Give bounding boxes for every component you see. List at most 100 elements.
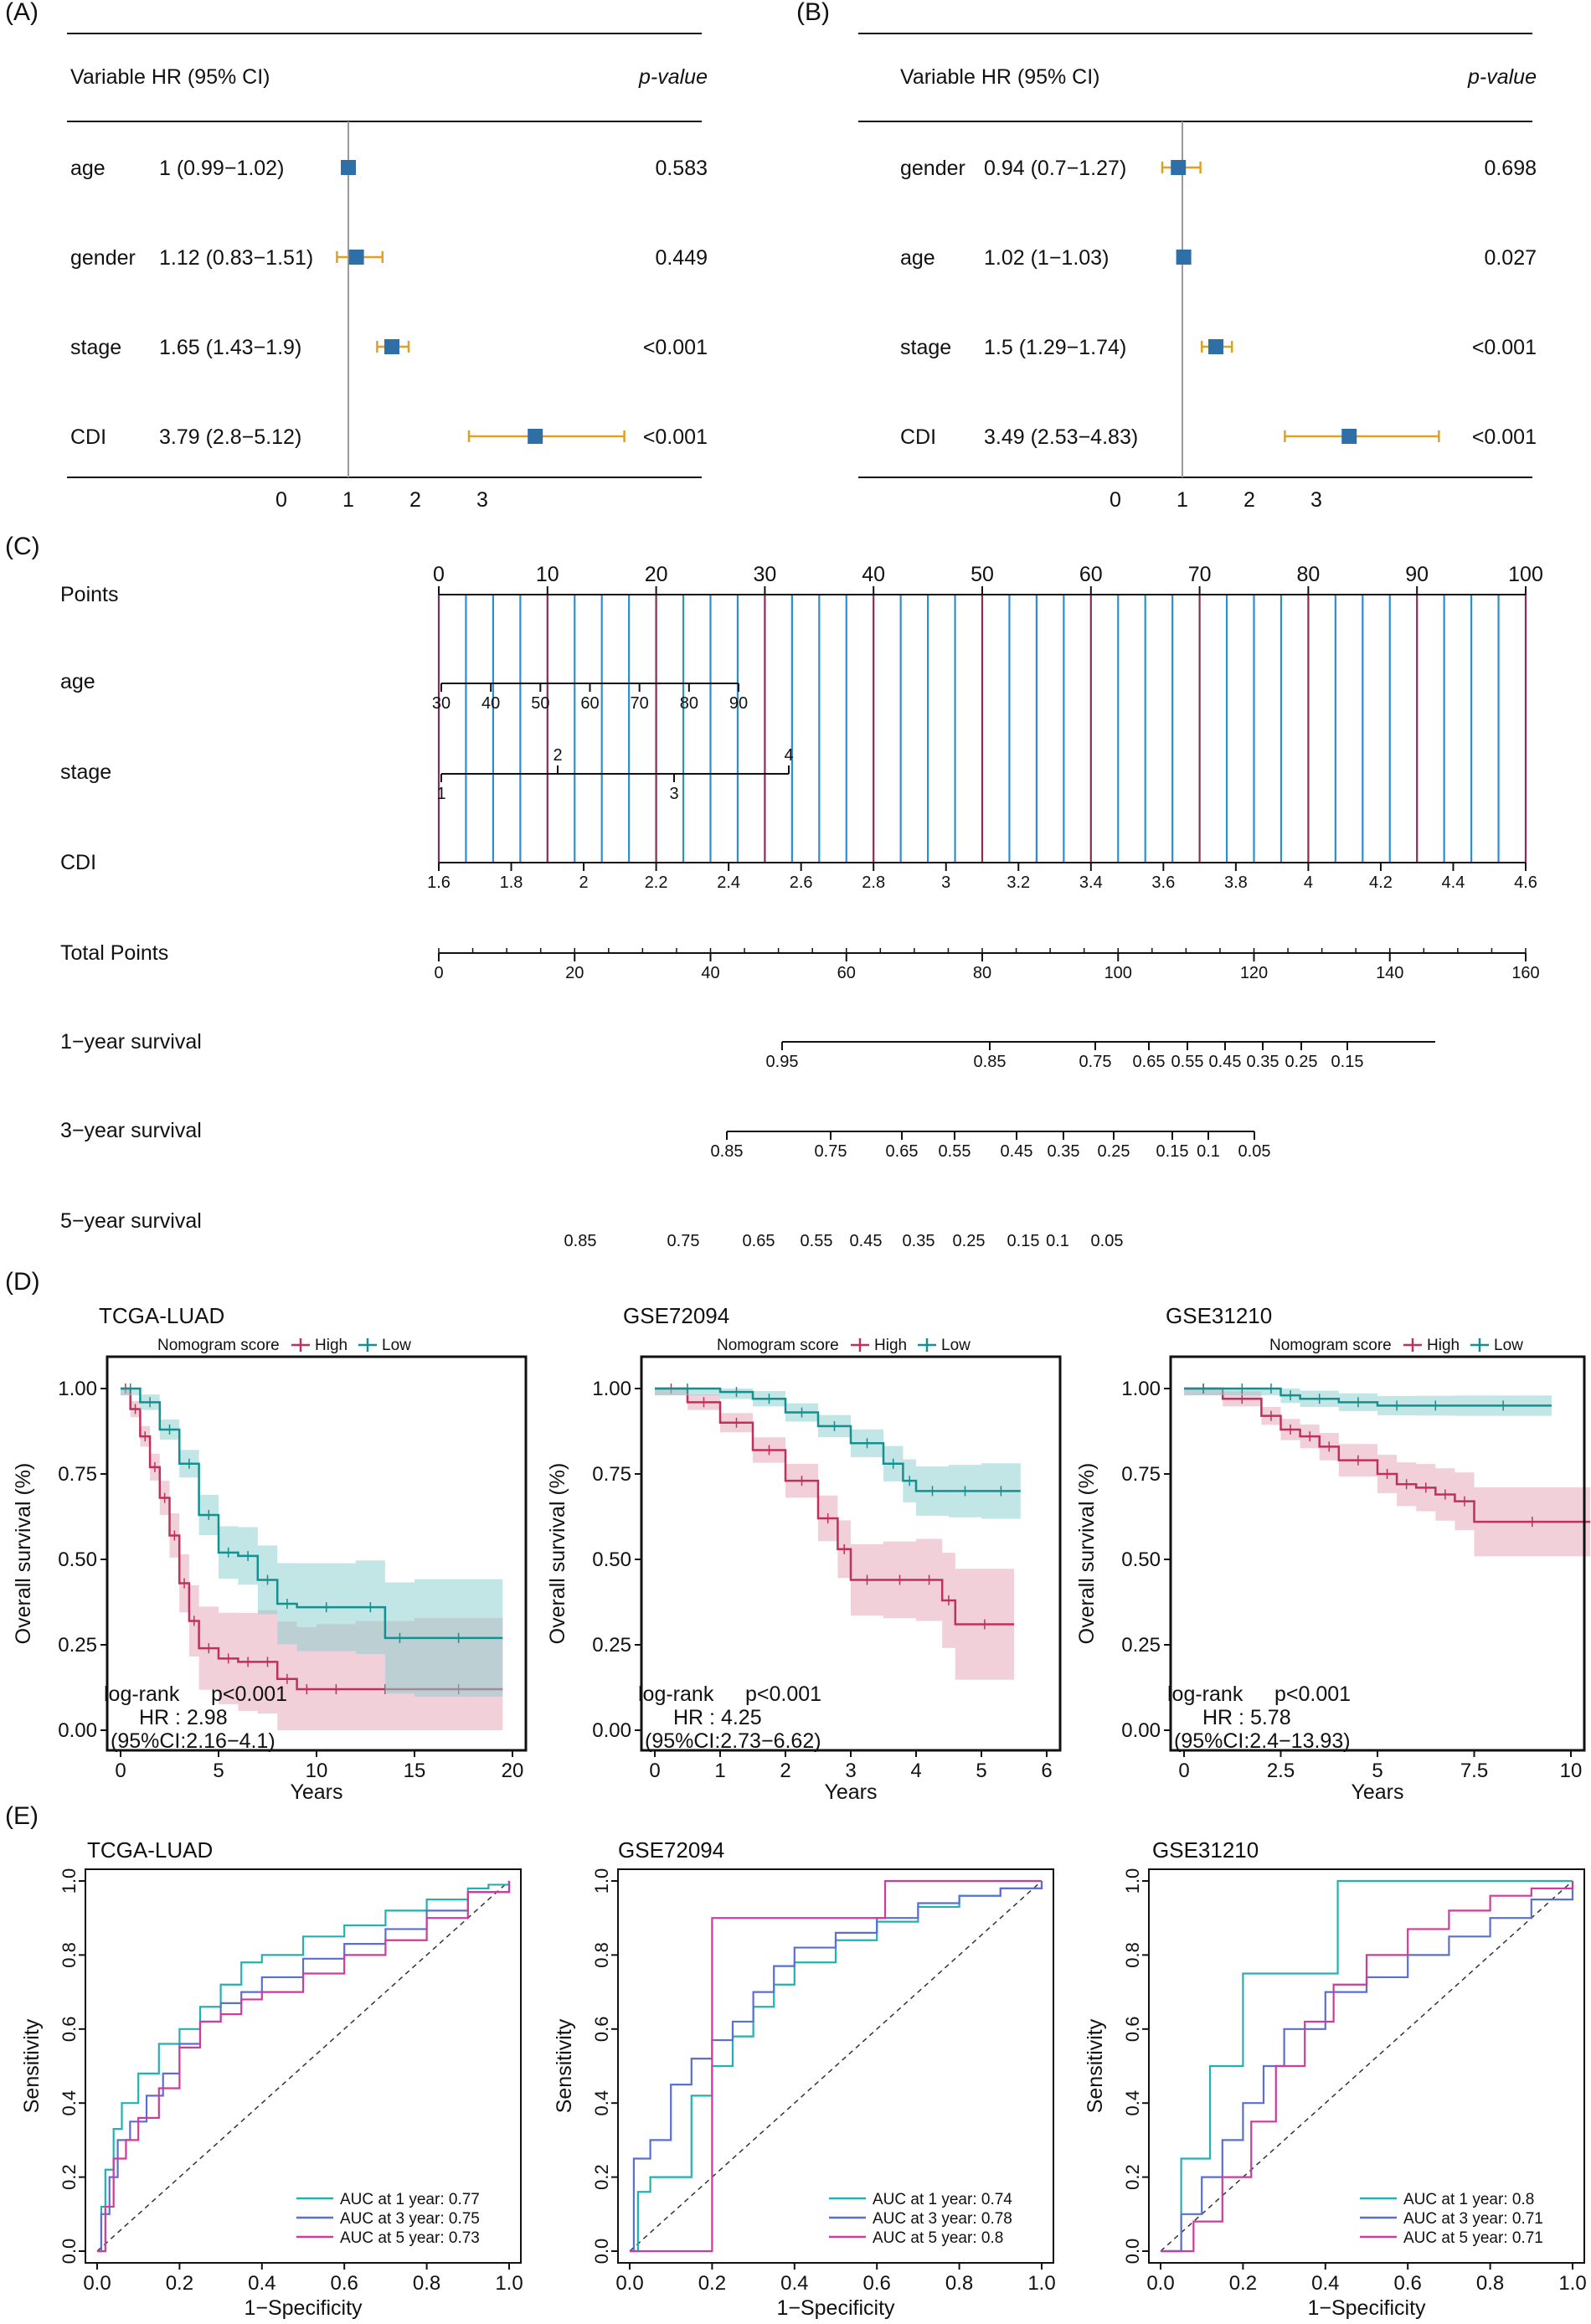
survival-tick-label: 0.75 <box>1079 1053 1112 1071</box>
points-tick-label: 80 <box>1296 563 1320 586</box>
survival-tick-label: 0.65 <box>1133 1053 1166 1071</box>
km-ytick-label: 0.75 <box>1121 1463 1161 1486</box>
forest-hr-box <box>1171 160 1187 175</box>
cdi-tick-label: 2.6 <box>790 873 813 892</box>
km-stat-p: p<0.001 <box>1274 1682 1351 1706</box>
panel-label-B: (B) <box>796 0 830 26</box>
km-xtick-label: 5 <box>1372 1760 1382 1782</box>
age-tick-label: 70 <box>631 694 649 713</box>
cdi-tick-label: 1.6 <box>427 873 451 892</box>
forest-row-p: 0.698 <box>1484 157 1537 180</box>
total-points-tick-label: 20 <box>565 964 584 982</box>
cdi-tick-label: 3 <box>941 873 950 892</box>
survival-tick-label: 0.65 <box>886 1142 919 1161</box>
roc-diagonal <box>96 1880 510 2252</box>
km-stat-hr: HR : 5.78 <box>1202 1706 1291 1729</box>
total-points-tick-label: 160 <box>1511 964 1539 982</box>
survival-tick-label: 0.25 <box>953 1232 986 1250</box>
roc-curve-3-year <box>630 1881 1043 2253</box>
forest-hr-box <box>384 339 399 354</box>
forest-row-p: <0.001 <box>1472 425 1537 449</box>
survival-tick-label: 0.95 <box>766 1053 799 1071</box>
roc-ytick-label: 0.4 <box>591 2090 612 2116</box>
survival-tick-label: 0.15 <box>1007 1232 1040 1250</box>
km-curve-low <box>121 1387 503 1640</box>
stage-tick-label: 4 <box>784 746 793 765</box>
roc-diagonal <box>1160 1880 1573 2252</box>
roc-legend-item: AUC at 3 year: 0.78 <box>873 2210 1012 2228</box>
roc-ytick-label: 0.2 <box>591 2164 612 2190</box>
km-ylabel: Overall survival (%) <box>546 1463 569 1645</box>
km-legend-high: High <box>874 1337 907 1354</box>
km-stat-logrank: log-rank <box>104 1682 180 1706</box>
cdi-tick-label: 4.4 <box>1442 873 1465 892</box>
total-points-tick-label: 100 <box>1104 964 1132 982</box>
km-xtick-label: 10 <box>1560 1760 1583 1782</box>
total-points-tick-label: 140 <box>1376 964 1403 982</box>
roc-xtick-label: 0.6 <box>863 2272 891 2295</box>
forest-header-left: Variable HR (95% CI) <box>70 65 270 89</box>
roc-xtick-label: 0.4 <box>780 2272 808 2295</box>
roc-ytick-label: 0.6 <box>591 2017 612 2043</box>
survival-tick-label: 0.35 <box>1048 1142 1080 1161</box>
roc-xtick-label: 0.8 <box>413 2272 440 2295</box>
survival-tick-label: 0.25 <box>1098 1142 1130 1161</box>
forest-axis-tick: 2 <box>1243 488 1255 512</box>
survival-tick-label: 0.85 <box>711 1142 744 1161</box>
km-legend-title: Nomogram score <box>717 1337 839 1354</box>
roc-legend-item: AUC at 3 year: 0.75 <box>340 2210 480 2228</box>
forest-axis-tick: 1 <box>1177 488 1188 512</box>
age-tick-label: 90 <box>729 694 748 713</box>
roc-legend-item: AUC at 1 year: 0.74 <box>873 2191 1012 2208</box>
km-xtick-label: 7.5 <box>1460 1760 1488 1782</box>
km-xtick-label: 5 <box>976 1760 986 1782</box>
cdi-tick-label: 4.6 <box>1514 873 1537 892</box>
forest-hr-box <box>1341 429 1357 444</box>
forest-row-hr: 1 (0.99−1.02) <box>159 157 284 180</box>
km-stat-p: p<0.001 <box>211 1682 287 1706</box>
points-tick-label: 50 <box>971 563 994 586</box>
points-tick-label: 40 <box>862 563 885 586</box>
survival-tick-label: 0.65 <box>743 1232 775 1250</box>
forest-header-p: p-value <box>638 65 708 89</box>
roc-ytick-label: 0.8 <box>1122 1942 1143 1968</box>
forest-row-p: <0.001 <box>643 336 708 359</box>
km-xlabel: Years <box>290 1780 342 1804</box>
roc-curve-1-year <box>97 1881 511 2253</box>
km-stat-ci: (95%CI:2.4−13.93) <box>1174 1729 1351 1753</box>
roc-curve-1-year <box>1161 1879 1573 2253</box>
forest-header-p: p-value <box>1467 65 1537 89</box>
cdi-tick-label: 2.8 <box>862 873 885 892</box>
survival-tick-label: 0.05 <box>1238 1142 1271 1161</box>
roc-curve-1-year <box>630 1881 1043 2253</box>
survival-tick-label: 0.55 <box>801 1232 833 1250</box>
forest-row-variable: gender <box>70 246 136 270</box>
nomogram-row-label: 5−year survival <box>60 1209 202 1233</box>
survival-tick-label: 0.75 <box>667 1232 700 1250</box>
km-ytick-label: 1.00 <box>592 1378 631 1400</box>
forest-hr-box <box>341 160 356 175</box>
survival-tick-label: 0.55 <box>1171 1053 1204 1071</box>
roc-curve-3-year <box>1161 1881 1574 2253</box>
panel-label-E: (E) <box>5 1802 39 1830</box>
forest-row-variable: CDI <box>70 425 106 449</box>
nomogram-row-label: 1−year survival <box>60 1030 202 1054</box>
forest-row-hr: 3.79 (2.8−5.12) <box>159 425 301 449</box>
roc-xtick-label: 0.8 <box>945 2272 973 2295</box>
forest-row-variable: stage <box>70 336 121 359</box>
age-tick-label: 30 <box>432 694 451 713</box>
forest-axis-tick: 0 <box>1110 488 1121 512</box>
roc-xtick-label: 0.0 <box>615 2272 643 2295</box>
roc-title: GSE31210 <box>1152 1837 1259 1863</box>
roc-xtick-label: 0.0 <box>1146 2272 1174 2295</box>
forest-row-variable: age <box>900 246 935 270</box>
roc-xtick-label: 0.4 <box>248 2272 275 2295</box>
km-stat-hr: HR : 4.25 <box>673 1706 762 1729</box>
forest-axis-tick: 0 <box>275 488 287 512</box>
roc-frame <box>85 1868 522 2264</box>
points-tick-label: 10 <box>536 563 559 586</box>
survival-tick-label: 0.75 <box>815 1142 847 1161</box>
km-xtick-label: 0 <box>115 1760 126 1782</box>
forest-row-variable: gender <box>900 157 965 180</box>
